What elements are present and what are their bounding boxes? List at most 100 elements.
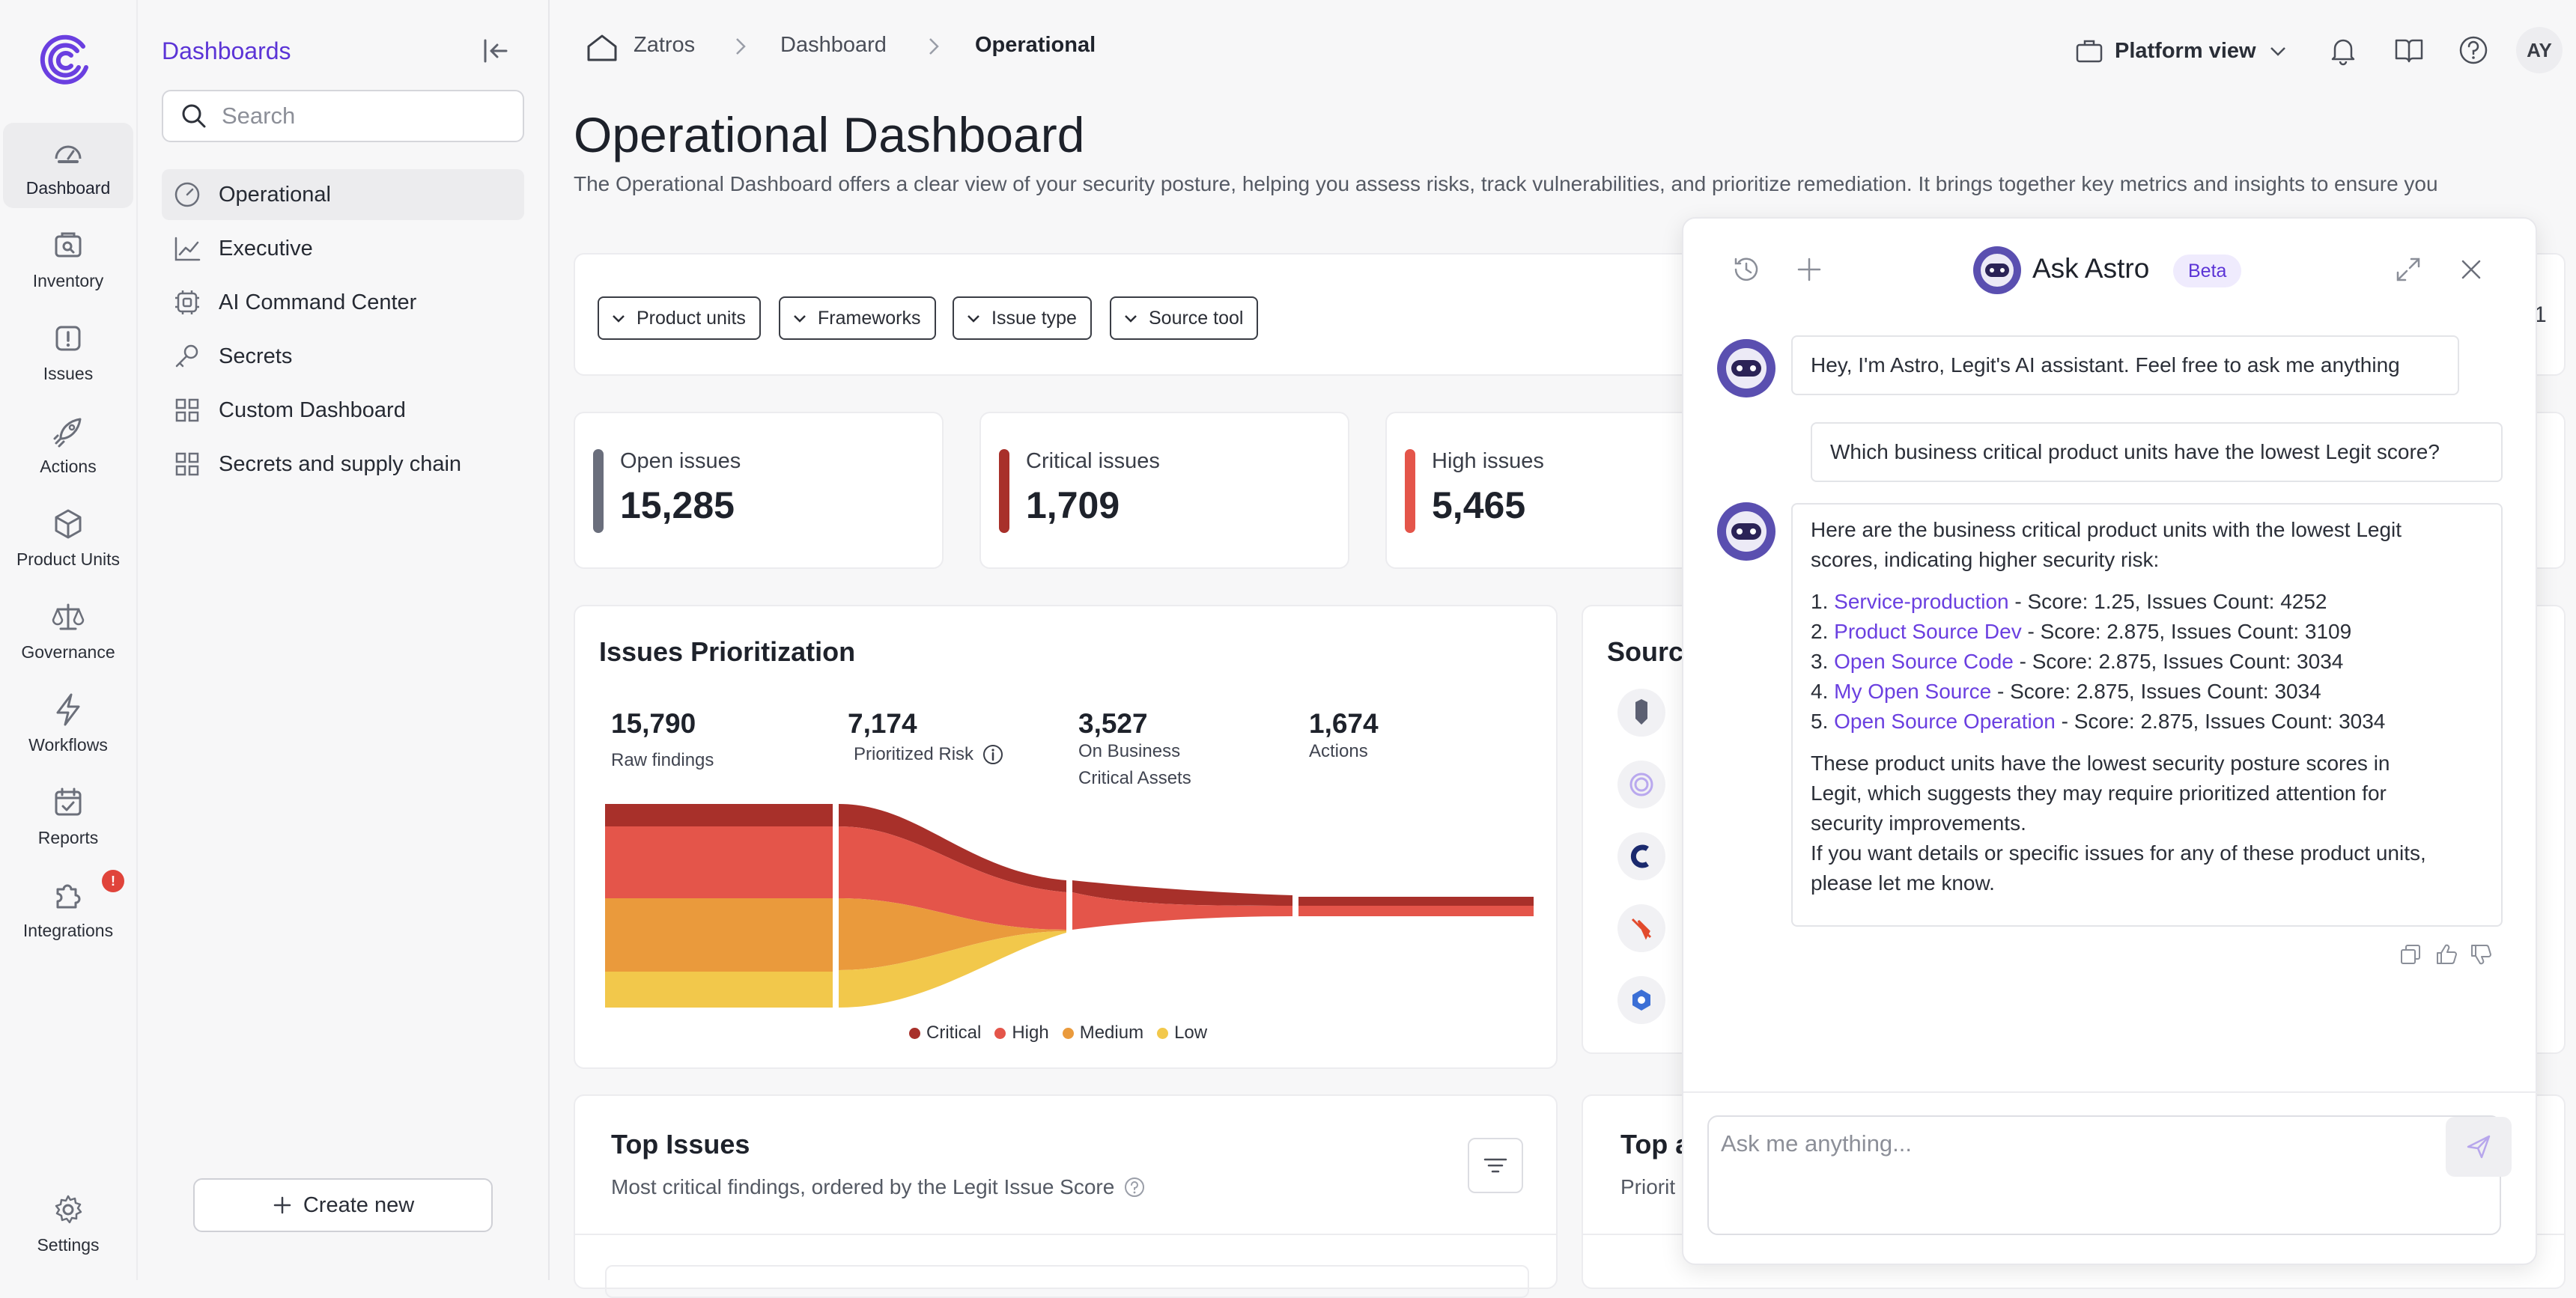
sankey-actions-critical bbox=[1298, 897, 1534, 906]
sankey-flow-low bbox=[839, 931, 1066, 1008]
platform-view-dropdown[interactable]: Platform view bbox=[2074, 30, 2289, 72]
chevron-right-icon bbox=[929, 38, 939, 55]
user-avatar[interactable]: AY bbox=[2516, 27, 2563, 73]
thumbs-up-icon[interactable] bbox=[2434, 942, 2459, 967]
grid-icon bbox=[175, 452, 199, 476]
stat-card-critical-issues[interactable]: Critical issues 1,709 bbox=[979, 412, 1349, 569]
sankey-raw-critical bbox=[605, 804, 833, 826]
close-icon[interactable] bbox=[2455, 253, 2488, 286]
history-icon[interactable] bbox=[1730, 253, 1763, 286]
stat-label: Critical issues bbox=[1026, 449, 1160, 473]
filter-lines-button[interactable] bbox=[1468, 1138, 1523, 1193]
info-icon[interactable] bbox=[981, 743, 1005, 767]
dashboard-gauge-icon bbox=[55, 145, 82, 163]
stat-label: Open issues bbox=[620, 449, 741, 473]
filter-source-tool[interactable]: Source tool bbox=[1110, 296, 1259, 340]
filter-bar-right-text: 1 bbox=[2534, 302, 2547, 327]
plus-icon bbox=[273, 1196, 291, 1214]
rail-item-actions[interactable]: Actions bbox=[3, 401, 133, 487]
sankey-raw-medium bbox=[605, 898, 833, 972]
calendar-check-icon bbox=[55, 787, 82, 816]
product-unit-link[interactable]: Service-production bbox=[1834, 590, 2009, 613]
legend-label: Critical bbox=[926, 1023, 982, 1043]
rail-item-inventory[interactable]: Inventory bbox=[3, 216, 133, 301]
integrations-alert-badge: ! bbox=[102, 870, 124, 892]
prioritization-title: Issues Prioritization bbox=[599, 636, 856, 667]
sidebar-item-executive[interactable]: Executive bbox=[162, 223, 524, 274]
dashboard-search[interactable] bbox=[162, 90, 524, 142]
rail-item-workflows[interactable]: Workflows bbox=[3, 680, 133, 765]
legend-high: High bbox=[994, 1023, 1049, 1043]
item-number: 2. bbox=[1811, 620, 1829, 643]
sidebar-item-label: Operational bbox=[219, 182, 331, 207]
breadcrumb-operational: Operational bbox=[975, 33, 1096, 57]
sankey-critical-actions-high bbox=[1072, 892, 1292, 930]
send-button[interactable] bbox=[2446, 1117, 2512, 1177]
source-tool-icon bbox=[1617, 689, 1665, 737]
metric-prioritized-risk: Prioritized Risk bbox=[854, 741, 1005, 768]
legend-dot bbox=[1062, 1027, 1074, 1039]
rail-label-inventory: Inventory bbox=[32, 271, 104, 290]
sankey-flow-high bbox=[839, 826, 1066, 930]
breadcrumb-dashboard[interactable]: Dashboard bbox=[780, 33, 887, 57]
inventory-icon bbox=[55, 232, 82, 258]
ask-astro-input-box[interactable] bbox=[1707, 1115, 2501, 1235]
product-unit-link[interactable]: Product Source Dev bbox=[1834, 620, 2022, 643]
new-chat-plus-icon[interactable] bbox=[1793, 253, 1826, 286]
page-description: The Operational Dashboard offers a clear… bbox=[574, 172, 2438, 195]
search-icon bbox=[182, 104, 206, 128]
chevron-down-icon bbox=[1125, 315, 1137, 323]
grid-icon bbox=[175, 398, 199, 422]
help-icon[interactable] bbox=[1123, 1176, 1146, 1198]
filter-product-units[interactable]: Product units bbox=[598, 296, 761, 340]
rail-item-reports[interactable]: Reports bbox=[3, 773, 133, 858]
briefcase-icon bbox=[2076, 40, 2103, 63]
sidebar-item-secrets[interactable]: Secrets bbox=[162, 331, 524, 382]
sankey-raw-low bbox=[605, 972, 833, 1008]
filter-frameworks[interactable]: Frameworks bbox=[779, 296, 936, 340]
help-icon[interactable] bbox=[2456, 33, 2491, 67]
product-unit-link[interactable]: My Open Source bbox=[1834, 680, 1992, 703]
rail-item-dashboard[interactable]: Dashboard bbox=[3, 123, 133, 208]
ask-astro-input[interactable] bbox=[1709, 1117, 2500, 1234]
rail-item-integrations[interactable]: Integrations bbox=[3, 865, 133, 951]
collapse-sidebar-button[interactable] bbox=[479, 34, 512, 67]
product-unit-link[interactable]: Open Source Code bbox=[1834, 650, 2014, 673]
astro-title: Ask Astro bbox=[2032, 253, 2150, 284]
sankey-critical-actions-critical bbox=[1072, 880, 1292, 906]
rail-item-issues[interactable]: Issues bbox=[3, 308, 133, 394]
legend-label: Medium bbox=[1079, 1023, 1144, 1043]
product-unit-link[interactable]: Open Source Operation bbox=[1834, 710, 2056, 733]
docs-book-icon[interactable] bbox=[2392, 33, 2426, 67]
stat-value: 15,285 bbox=[620, 484, 735, 526]
sidebar-item-operational[interactable]: Operational bbox=[162, 169, 524, 220]
metric-actions-value: 1,674 bbox=[1309, 708, 1379, 739]
stat-color-bar bbox=[1405, 449, 1415, 533]
table-row[interactable] bbox=[605, 1265, 1529, 1298]
sidebar-item-ai-command-center[interactable]: AI Command Center bbox=[162, 277, 524, 328]
astro-avatar-icon bbox=[1717, 502, 1775, 561]
search-input[interactable] bbox=[220, 102, 508, 130]
sidebar-item-secrets-supply-chain[interactable]: Secrets and supply chain bbox=[162, 439, 524, 490]
chevron-right-icon bbox=[736, 38, 746, 55]
stat-card-open-issues[interactable]: Open issues 15,285 bbox=[574, 412, 944, 569]
breadcrumb-zatros[interactable]: Zatros bbox=[634, 33, 696, 57]
legend-dot bbox=[1157, 1027, 1169, 1039]
sidebar-title: Dashboards bbox=[162, 37, 291, 64]
notifications-bell-icon[interactable] bbox=[2326, 33, 2360, 67]
filter-issue-type[interactable]: Issue type bbox=[953, 296, 1092, 340]
divider bbox=[575, 1234, 1556, 1235]
rail-item-product-units[interactable]: Product Units bbox=[3, 494, 133, 579]
stat-value: 5,465 bbox=[1432, 484, 1526, 526]
copy-icon[interactable] bbox=[2398, 942, 2423, 967]
sources-title: Sourc bbox=[1607, 636, 1684, 667]
home-icon[interactable] bbox=[584, 30, 620, 66]
sidebar-item-label: Secrets bbox=[219, 344, 293, 368]
app-logo[interactable] bbox=[37, 30, 97, 90]
sidebar-item-custom-dashboard[interactable]: Custom Dashboard bbox=[162, 385, 524, 436]
thumbs-down-icon[interactable] bbox=[2468, 942, 2494, 967]
rail-item-governance[interactable]: Governance bbox=[3, 587, 133, 672]
expand-icon[interactable] bbox=[2392, 253, 2425, 286]
create-new-button[interactable]: Create new bbox=[193, 1178, 493, 1232]
rail-item-settings[interactable]: Settings bbox=[3, 1180, 133, 1265]
